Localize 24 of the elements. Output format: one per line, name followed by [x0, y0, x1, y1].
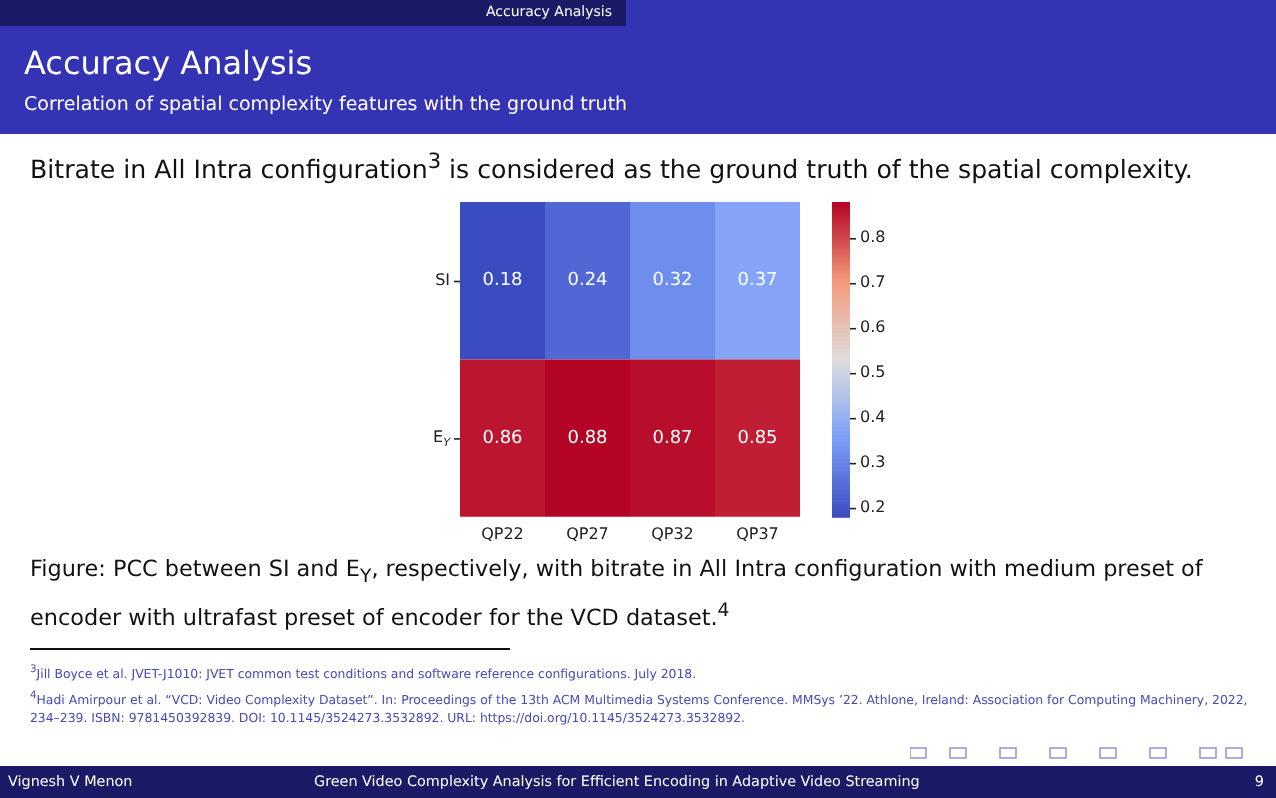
x-tick-label: QP32	[651, 524, 694, 543]
x-tick-label: QP22	[481, 524, 524, 543]
color-bar-label: 0.2	[860, 497, 886, 516]
data-label: 0.24	[567, 271, 609, 292]
color-bar-label: 0.3	[860, 452, 886, 471]
y-tick-label: SI	[435, 270, 450, 289]
data-label: 0.32	[652, 271, 693, 292]
text: Accuracy Analysis	[24, 44, 313, 82]
data-label: 0.37	[737, 271, 778, 292]
color-bar-label: 0.5	[860, 363, 886, 382]
text: Bitrate in All Intra configuration$^{3}$ is considered as the ground truth of the spatial complexity.	[30, 150, 1193, 185]
data-label: 0.88	[567, 428, 609, 449]
x-tick-label: QP27	[566, 524, 609, 543]
color-bar-label: 0.6	[860, 318, 886, 337]
color-bar-label: 0.4	[860, 408, 886, 427]
data-label: 0.86	[482, 428, 524, 449]
chart-subtitle: Correlation of spatial complexity features with the ground truth	[24, 94, 628, 116]
x-tick-label: QP37	[736, 524, 779, 543]
color-bar-label: 0.7	[860, 273, 886, 292]
color-bar-label: 0.8	[860, 228, 886, 247]
data-label: 0.18	[482, 271, 524, 292]
text: Figure: PCC between SI and E$_{Y}$, respectively, with bitrate in All Intra configuration with medium preset of encoder with ultrafast preset of encoder for the VCD dataset.$^{4}$	[30, 554, 1205, 636]
data-label: 0.85	[737, 428, 778, 449]
data-label: 0.87	[652, 428, 693, 449]
